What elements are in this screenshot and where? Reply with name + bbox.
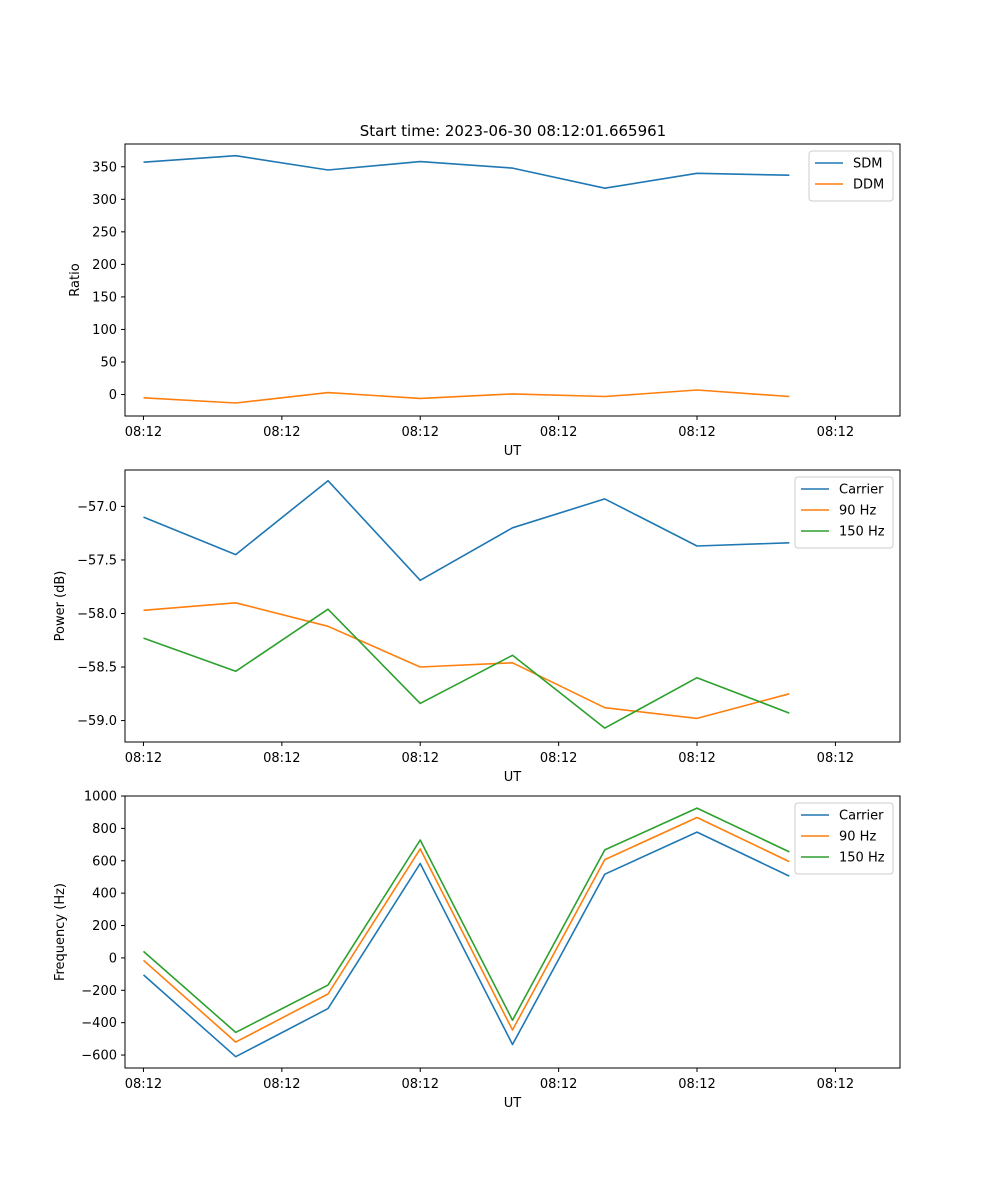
x-tick-label: 08:12 — [678, 425, 715, 440]
x-axis-label: UT — [504, 1096, 522, 1111]
series-line-150-hz — [143, 608, 790, 729]
axes-frame — [124, 469, 901, 743]
x-tick-label: 08:12 — [540, 425, 577, 440]
x-tick-label: 08:12 — [678, 751, 715, 766]
y-tick-label: −600 — [81, 1049, 117, 1064]
y-tick-label: −59.0 — [77, 714, 117, 729]
axes-frame — [124, 143, 901, 417]
x-tick-label: 08:12 — [402, 1077, 439, 1092]
legend-label: DDM — [853, 178, 884, 193]
y-tick-label: −400 — [81, 1016, 117, 1031]
y-tick-label: 400 — [92, 887, 117, 902]
x-tick-label: 08:12 — [263, 1077, 300, 1092]
y-tick-label: 100 — [92, 323, 117, 338]
y-axis-label: Power (dB) — [53, 571, 68, 642]
series-line-90-hz — [142, 816, 790, 1043]
x-axis-label: UT — [504, 770, 522, 785]
legend: Carrier 90 Hz 150 Hz — [794, 802, 894, 875]
legend-label: 90 Hz — [839, 504, 876, 519]
y-tick-label: −58.5 — [77, 661, 117, 676]
x-tick-label: 08:12 — [263, 751, 300, 766]
series-line-carrier — [143, 479, 790, 582]
y-tick-label: 300 — [92, 193, 117, 208]
figure-title: Start time: 2023-06-30 08:12:01.665961 — [360, 122, 666, 140]
y-tick-label: 1000 — [84, 790, 117, 805]
legend-label: SDM — [853, 157, 882, 172]
legend-label: 90 Hz — [839, 830, 876, 845]
legend: SDM DDM — [808, 150, 894, 202]
y-tick-label: 200 — [92, 919, 117, 934]
y-tick-label: −57.5 — [77, 553, 117, 568]
y-axis-label: Ratio — [68, 263, 83, 296]
y-tick-label: 800 — [92, 822, 117, 837]
series-line-carrier — [142, 831, 790, 1058]
y-tick-label: −58.0 — [77, 607, 117, 622]
x-tick-label: 08:12 — [817, 751, 854, 766]
y-tick-label: −200 — [81, 984, 117, 999]
x-tick-label: 08:12 — [125, 1077, 162, 1092]
y-tick-label: −57.0 — [77, 500, 117, 515]
y-tick-label: 50 — [100, 355, 117, 370]
x-tick-label: 08:12 — [263, 425, 300, 440]
x-tick-label: 08:12 — [540, 1077, 577, 1092]
x-axis-label: UT — [504, 444, 522, 459]
x-tick-label: 08:12 — [125, 751, 162, 766]
x-tick-label: 08:12 — [817, 425, 854, 440]
panel-2: 08:12 08:12 08:12 08:12 08:12 08:12 −59.0 −58.5… — [53, 469, 901, 785]
y-tick-label: 0 — [109, 951, 117, 966]
legend: Carrier 90 Hz 150 Hz — [794, 476, 894, 549]
y-tick-label: 250 — [92, 225, 117, 240]
x-tick-label: 08:12 — [402, 751, 439, 766]
panels: 08:12 08:12 08:12 08:12 08:12 08:12 0 50 100 150 2… — [53, 143, 901, 1111]
series-line-sdm — [143, 154, 790, 189]
legend-label: 150 Hz — [839, 525, 885, 540]
series-line-ddm — [143, 389, 790, 404]
panel-1: 08:12 08:12 08:12 08:12 08:12 08:12 0 50 100 150 2… — [68, 143, 901, 459]
x-tick-label: 08:12 — [125, 425, 162, 440]
y-tick-label: 0 — [109, 388, 117, 403]
axes-frame — [124, 795, 901, 1069]
x-tick-label: 08:12 — [540, 751, 577, 766]
panel-3: 08:12 08:12 08:12 08:12 08:12 08:12 −600 −400 −2… — [53, 790, 901, 1111]
y-tick-label: 200 — [92, 258, 117, 273]
y-tick-label: 600 — [92, 854, 117, 869]
x-tick-label: 08:12 — [678, 1077, 715, 1092]
y-tick-label: 150 — [92, 290, 117, 305]
legend-label: Carrier — [839, 809, 884, 824]
series-line-90-hz — [143, 601, 790, 720]
x-tick-label: 08:12 — [402, 425, 439, 440]
y-axis-label: Frequency (Hz) — [53, 883, 68, 981]
legend-label: 150 Hz — [839, 851, 885, 866]
legend-label: Carrier — [839, 483, 884, 498]
y-tick-label: 350 — [92, 160, 117, 175]
x-tick-label: 08:12 — [817, 1077, 854, 1092]
series-line-150-hz — [142, 807, 790, 1034]
